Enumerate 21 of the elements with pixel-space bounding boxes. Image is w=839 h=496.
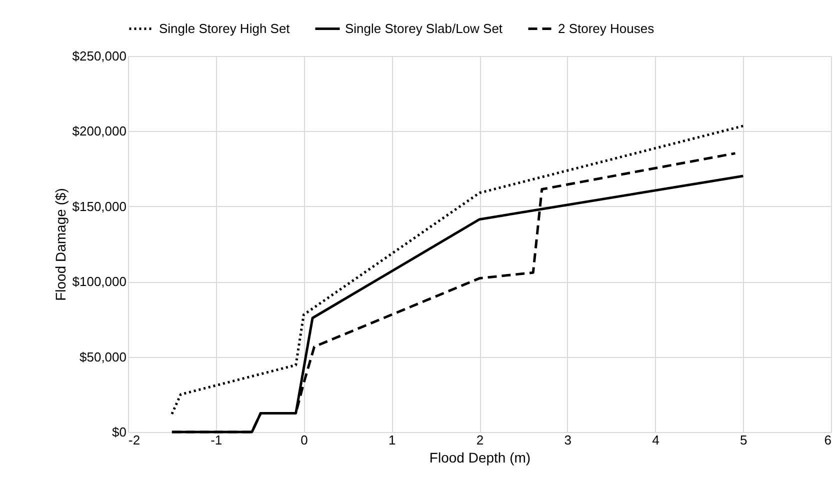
x-tick-label: -2 <box>128 432 140 448</box>
legend-label: 2 Storey Houses <box>558 20 655 36</box>
y-axis-title: Flood Damage ($) <box>52 188 68 301</box>
x-tick-label: 0 <box>300 432 308 448</box>
y-tick-label: $150,000 <box>72 198 126 214</box>
y-tick-label: $100,000 <box>72 274 126 290</box>
x-tick-label: 5 <box>740 432 748 448</box>
y-tick-label: $0 <box>112 424 126 440</box>
x-tick-label: 6 <box>824 432 832 448</box>
y-tick-label: $200,000 <box>72 124 126 139</box>
legend-label: Single Storey High Set <box>159 20 290 36</box>
line-series <box>170 124 744 416</box>
x-axis-title: Flood Depth (m) <box>429 450 531 466</box>
y-tick-label: $50,000 <box>80 349 126 364</box>
x-tick-label: 2 <box>476 432 484 448</box>
x-tick-label: -1 <box>210 432 222 448</box>
x-tick-label: 1 <box>388 432 396 448</box>
legend-label: Single Storey Slab/Low Set <box>345 20 503 36</box>
x-tick-label: 4 <box>652 432 660 448</box>
x-tick-label: 3 <box>564 432 572 448</box>
y-tick-label: $250,000 <box>72 48 126 64</box>
